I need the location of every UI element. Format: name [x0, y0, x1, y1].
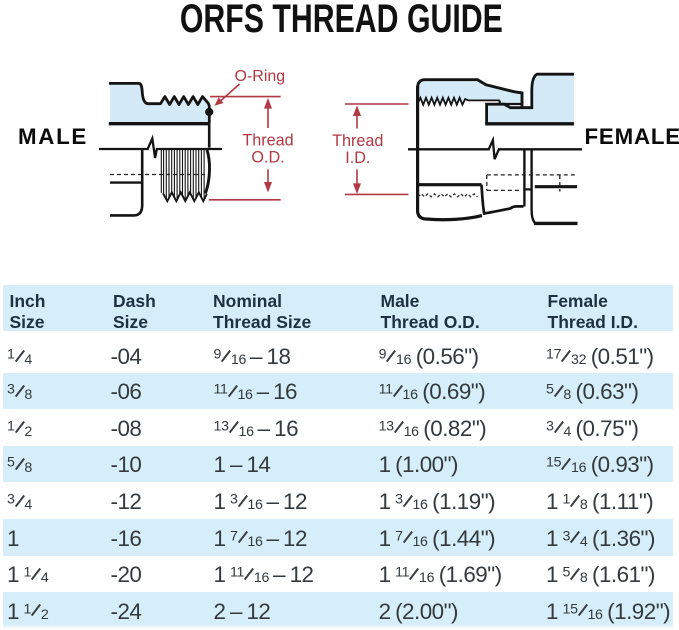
svg-text:Thread: Thread: [242, 132, 293, 150]
svg-text:O-Ring: O-Ring: [235, 68, 286, 85]
svg-text:O.D.: O.D.: [251, 148, 284, 166]
svg-text:I.D.: I.D.: [345, 149, 370, 167]
svg-text:Thread: Thread: [332, 132, 383, 150]
